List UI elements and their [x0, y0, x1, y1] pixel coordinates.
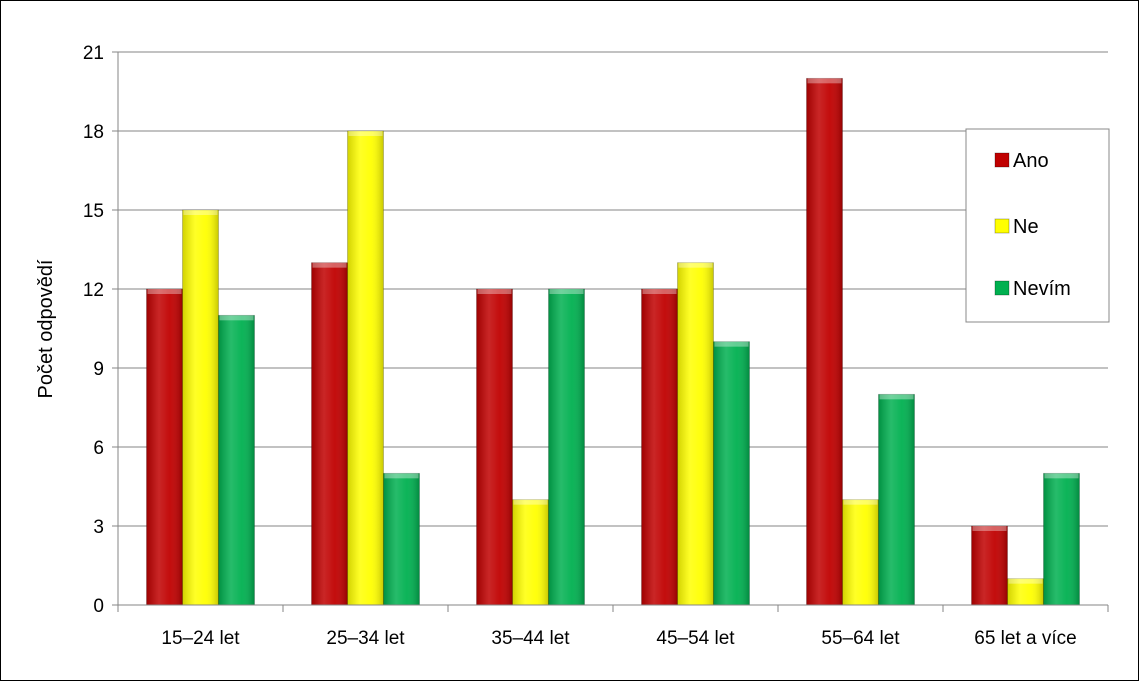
bar-ne — [347, 130, 384, 606]
y-tick-label: 3 — [93, 517, 104, 538]
bar-ne — [1007, 578, 1044, 606]
gridlines — [118, 51, 1108, 527]
y-tick-label: 9 — [93, 359, 104, 380]
y-tick-label: 18 — [83, 122, 104, 143]
legend-swatch-ne — [994, 218, 1010, 234]
legend-label-ano: Ano — [1013, 150, 1049, 172]
legend-swatch-nevím — [994, 280, 1010, 296]
y-tick-label: 6 — [93, 438, 104, 459]
x-tick-label: 65 let a více — [974, 628, 1076, 649]
axes: 0 3 6 9 12 15 18 21 15–24 let 25–34 let 35–44 let 4… — [83, 43, 1109, 649]
legend-swatch-ano — [994, 152, 1010, 168]
bar-nevím — [713, 341, 750, 606]
y-tick-label: 21 — [83, 43, 104, 64]
bar-ne — [677, 262, 714, 606]
x-tick-label: 25–34 let — [326, 628, 405, 649]
bar-nevím — [218, 314, 255, 606]
bar-ne — [842, 499, 879, 606]
y-axis-label: Počet odpovědí — [35, 259, 57, 398]
bar-ano — [146, 288, 183, 606]
bar-nevím — [383, 472, 420, 606]
x-tick-label: 45–54 let — [656, 628, 735, 649]
bar-nevím — [878, 393, 915, 606]
bar-nevím — [548, 288, 585, 606]
bar-ano — [806, 77, 843, 606]
y-tick-label: 0 — [93, 596, 104, 617]
y-tick-label: 12 — [83, 280, 104, 301]
bar-ano — [641, 288, 678, 606]
legend-label-nevím: Nevím — [1013, 278, 1071, 300]
legend: Ano Ne Nevím — [965, 128, 1110, 323]
bar-nevím — [1043, 472, 1080, 606]
bar-ano — [476, 288, 513, 606]
legend-box — [965, 128, 1110, 323]
y-tick-label: 15 — [83, 201, 104, 222]
bar-ano — [311, 262, 348, 606]
x-tick-label: 15–24 let — [161, 628, 240, 649]
x-tick-label: 55–64 let — [821, 628, 900, 649]
bar-ne — [182, 209, 219, 606]
x-tick-label: 35–44 let — [491, 628, 570, 649]
bar-ano — [971, 525, 1008, 606]
bars — [146, 77, 1080, 606]
bar-ne — [512, 499, 549, 606]
legend-label-ne: Ne — [1013, 216, 1039, 238]
